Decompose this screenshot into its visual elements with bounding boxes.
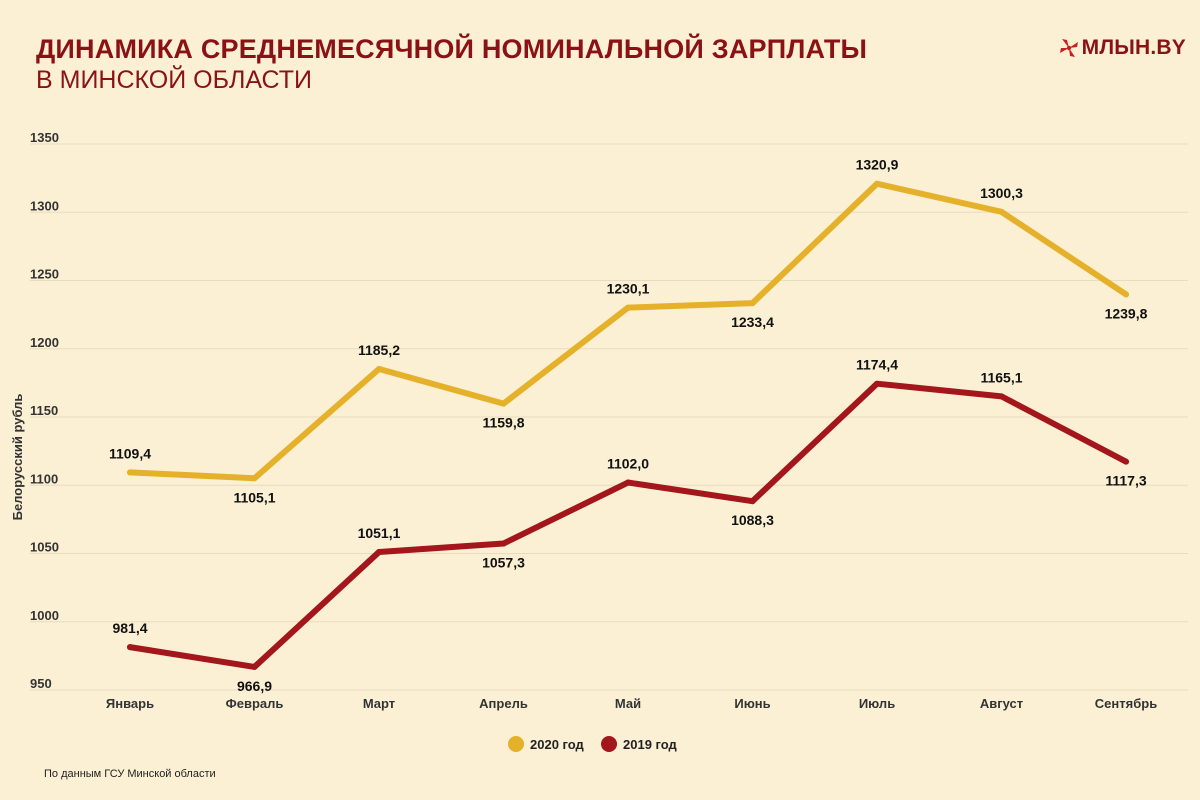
data-point [874, 180, 880, 187]
x-tick-label: Июнь [734, 696, 770, 711]
data-label: 1088,3 [731, 512, 774, 528]
y-tick-label: 1350 [30, 130, 59, 145]
x-axis: Январь Февраль Март Апрель Май Июнь Июль Август… [106, 696, 1157, 711]
data-label: 1159,8 [482, 415, 524, 431]
chart-title: ДИНАМИКА СРЕДНЕМЕСЯЧНОЙ НОМИНАЛЬНОЙ ЗАРП… [36, 34, 868, 64]
data-point [998, 393, 1005, 400]
data-label: 1102,0 [607, 456, 649, 472]
data-label: 1320,9 [856, 157, 899, 173]
x-tick-label: Сентябрь [1095, 696, 1157, 711]
y-tick-label: 1100 [30, 471, 58, 486]
windmill-icon [1059, 39, 1078, 57]
series-line-2019-год [127, 380, 1129, 670]
data-label: 981,4 [112, 620, 147, 636]
source-note: По данным ГСУ Минской области [44, 768, 216, 780]
legend-marker [601, 736, 617, 752]
data-point [500, 540, 507, 547]
data-point [251, 663, 258, 670]
data-point [874, 380, 880, 387]
y-tick-label: 1150 [30, 403, 58, 418]
y-tick-label: 1300 [30, 198, 59, 213]
data-label: 1117,3 [1105, 473, 1146, 489]
data-point [251, 475, 258, 482]
legend-marker [508, 736, 524, 752]
x-tick-label: Июль [859, 696, 895, 711]
y-tick-label: 1250 [30, 267, 59, 282]
data-point [625, 304, 631, 311]
data-point [1123, 291, 1129, 298]
x-tick-label: Апрель [479, 696, 528, 711]
data-label: 1239,8 [1105, 305, 1148, 321]
series-layer [127, 180, 1129, 670]
data-label: 1051,1 [358, 525, 401, 541]
data-label: 1230,1 [607, 281, 650, 297]
data-label: 1174,4 [856, 357, 898, 373]
y-tick-label: 1200 [30, 335, 59, 350]
data-point [500, 400, 507, 407]
data-label: 1233,4 [731, 314, 774, 330]
data-point [127, 644, 133, 651]
series-line-2020-год [127, 180, 1129, 482]
data-point [376, 365, 382, 372]
data-point [376, 548, 382, 555]
data-point [749, 300, 756, 307]
y-tick-label: 950 [30, 676, 52, 691]
data-label: 1105,1 [233, 489, 275, 505]
data-label: 1300,3 [980, 185, 1023, 201]
data-point [127, 469, 133, 476]
data-label: 1057,3 [482, 555, 525, 571]
data-label: 1109,4 [109, 445, 151, 461]
x-tick-label: Январь [106, 696, 154, 711]
grid [30, 143, 1188, 691]
data-label: 1165,1 [980, 369, 1022, 385]
x-tick-label: Май [615, 696, 641, 711]
y-axis-label: Белорусский рубль [10, 394, 25, 521]
data-point [749, 498, 756, 505]
logo[interactable]: МЛЫН.BY [1058, 36, 1186, 60]
chart-subtitle: В МИНСКОЙ ОБЛАСТИ [36, 66, 313, 94]
y-tick-label: 1000 [30, 608, 59, 623]
x-tick-label: Февраль [226, 696, 284, 711]
data-label: 966,9 [237, 678, 272, 694]
logo-text: МЛЫН.BY [1081, 36, 1186, 59]
x-tick-label: Март [363, 696, 395, 711]
legend: 2020 год 2019 год [508, 736, 678, 752]
data-labels: 1109,4 1105,1 1185,2 1159,8 1230,1 1233,4 1320… [109, 157, 1148, 694]
data-point [625, 479, 631, 486]
data-point [1123, 458, 1129, 465]
legend-label: 2019 год [623, 737, 678, 752]
y-tick-label: 1050 [30, 540, 59, 555]
y-axis: 950 1000 1050 1100 1150 1200 1250 1300 1350 Белор… [10, 130, 59, 691]
data-point [998, 208, 1005, 215]
legend-label: 2020 год [530, 737, 585, 752]
x-tick-label: Август [980, 696, 1023, 711]
data-label: 1185,2 [358, 342, 400, 358]
